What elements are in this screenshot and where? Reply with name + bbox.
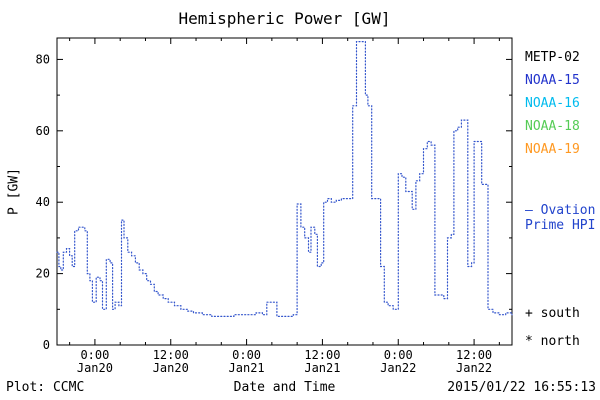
legend-ovation-line: Prime HPI xyxy=(525,218,596,233)
y-tick-label: 20 xyxy=(36,267,50,281)
chart-title: Hemispheric Power [GW] xyxy=(178,9,391,28)
x-tick-date: Jan21 xyxy=(304,361,340,375)
x-tick-date: Jan22 xyxy=(380,361,416,375)
y-tick-label: 0 xyxy=(43,338,50,352)
axes-frame xyxy=(56,37,513,346)
timestamp: 2015/01/22 16:55:13 xyxy=(447,380,596,395)
x-tick-time: 0:00 xyxy=(232,348,261,362)
x-tick-time: 12:00 xyxy=(304,348,340,362)
x-tick-date: Jan20 xyxy=(153,361,189,375)
x-tick-date: Jan21 xyxy=(229,361,265,375)
x-tick-date: Jan22 xyxy=(456,361,492,375)
plot-credit: Plot: CCMC xyxy=(6,380,85,395)
x-axis-label: Date and Time xyxy=(233,380,336,395)
legend-ovation: — Ovation Prime HPI xyxy=(525,203,595,233)
x-tick-time: 0:00 xyxy=(80,348,109,362)
y-tick-label: 40 xyxy=(36,195,50,209)
legend-satellites: METP-02 NOAA-15 NOAA-16 NOAA-18 NOAA-19 xyxy=(525,46,580,161)
y-tick-label: 80 xyxy=(36,52,50,66)
x-tick-time: 12:00 xyxy=(456,348,492,362)
legend-item-metp-02: METP-02 xyxy=(525,50,580,65)
y-tick-label: 60 xyxy=(36,124,50,138)
legend-item-noaa-16: NOAA-16 xyxy=(525,96,580,111)
legend-item-noaa-19: NOAA-19 xyxy=(525,142,580,157)
legend-marker-south: + south xyxy=(525,306,580,321)
x-tick-time: 0:00 xyxy=(384,348,413,362)
x-tick-time: 12:00 xyxy=(153,348,189,362)
legend-item-noaa-15: NOAA-15 xyxy=(525,73,580,88)
legend-item-noaa-18: NOAA-18 xyxy=(525,119,580,134)
legend-marker-north: * north xyxy=(525,334,580,349)
x-tick-date: Jan20 xyxy=(77,361,113,375)
legend-ovation-line: — Ovation xyxy=(525,203,596,218)
legend-hemisphere-markers: + south * north xyxy=(525,300,580,356)
hpi-line xyxy=(56,41,513,317)
